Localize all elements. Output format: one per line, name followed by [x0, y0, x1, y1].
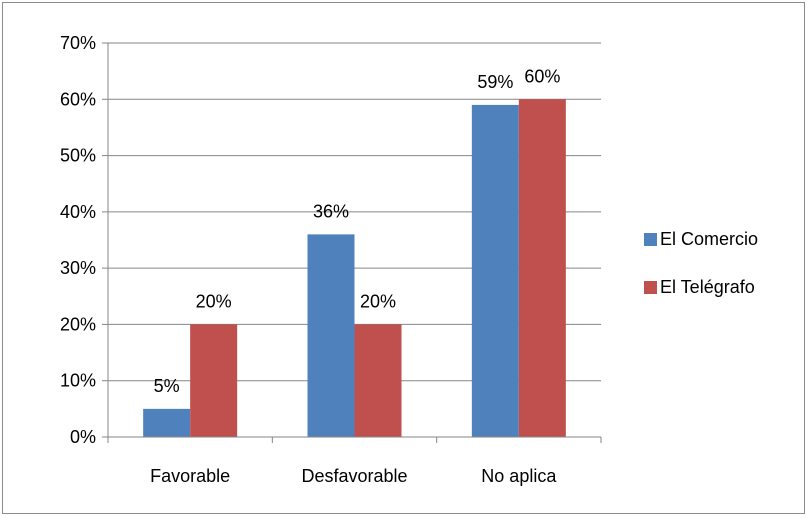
- data-label: 20%: [360, 291, 396, 311]
- y-tick-label: 20%: [60, 314, 96, 334]
- data-label: 59%: [477, 72, 513, 92]
- bar: [471, 104, 519, 438]
- bar: [354, 324, 402, 437]
- bar: [518, 99, 566, 438]
- x-category-label: Favorable: [150, 466, 230, 486]
- x-category-label: No aplica: [481, 466, 557, 486]
- x-category-label: Desfavorable: [301, 466, 407, 486]
- data-label: 36%: [313, 201, 349, 221]
- axes: [107, 43, 602, 443]
- legend-label: El Comercio: [660, 229, 758, 249]
- bars: [143, 99, 566, 438]
- data-label: 20%: [196, 291, 232, 311]
- bar: [190, 324, 238, 437]
- bar: [143, 408, 191, 437]
- data-labels: 5% 20% 36% 20% 59% 60%: [154, 66, 561, 396]
- legend-swatch: [644, 281, 657, 294]
- y-tick-label: 30%: [60, 258, 96, 278]
- y-tick-label: 50%: [60, 146, 96, 166]
- legend-swatch: [644, 233, 657, 246]
- y-tick-label: 70%: [60, 33, 96, 53]
- y-tick-label: 10%: [60, 371, 96, 391]
- y-tick-label: 40%: [60, 202, 96, 222]
- legend: El Comercio El Telégrafo: [644, 229, 758, 297]
- legend-label: El Telégrafo: [660, 277, 755, 297]
- y-axis-ticks: 0% 10% 20% 30% 40% 50% 60% 70%: [60, 33, 108, 447]
- data-label: 5%: [154, 376, 180, 396]
- bar: [307, 234, 355, 437]
- y-tick-label: 60%: [60, 89, 96, 109]
- y-tick-label: 0%: [70, 427, 96, 447]
- x-axis-categories: Favorable Desfavorable No aplica: [150, 466, 557, 486]
- data-label: 60%: [524, 66, 560, 86]
